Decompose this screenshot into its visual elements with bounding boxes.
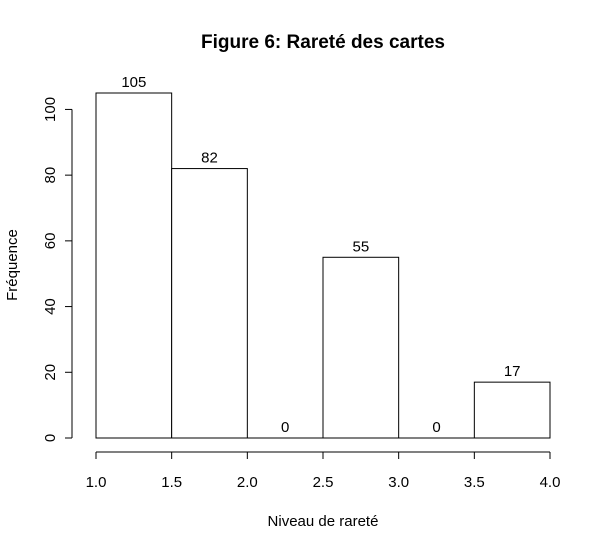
y-tick-label: 0	[42, 434, 59, 442]
y-tick-label: 60	[42, 233, 59, 250]
bar	[171, 168, 248, 439]
bar	[322, 256, 400, 439]
x-tick-label: 2.0	[237, 474, 258, 491]
x-tick-label: 3.5	[464, 474, 485, 491]
data-labels-group: 105 82 0 55 0 17	[121, 74, 520, 436]
data-label: 0	[432, 419, 440, 436]
y-tick-label: 40	[42, 298, 59, 315]
y-tick-label: 80	[42, 167, 59, 184]
x-tick-label: 3.0	[388, 474, 409, 491]
bar	[95, 92, 173, 439]
chart-title: Figure 6: Rareté des cartes	[201, 32, 445, 53]
x-axis: 1.0 1.5 2.0 2.5 3.0 3.5 4.0	[86, 451, 561, 491]
data-label: 55	[352, 238, 369, 255]
x-axis-label: Niveau de rareté	[268, 513, 379, 530]
y-tick-label: 20	[42, 364, 59, 381]
bar	[473, 381, 551, 439]
y-axis-label: Fréquence	[4, 229, 21, 301]
bars-group	[95, 92, 551, 439]
x-tick-label: 1.5	[161, 474, 182, 491]
x-tick-label: 4.0	[540, 474, 561, 491]
y-tick-label: 100	[42, 97, 59, 122]
x-tick-label: 1.0	[86, 474, 107, 491]
data-label: 105	[121, 74, 146, 91]
data-label: 82	[201, 150, 218, 167]
data-label: 0	[281, 419, 289, 436]
y-axis: 0 20 40 60 80 100	[42, 97, 73, 442]
data-label: 17	[504, 363, 521, 380]
x-tick-label: 2.5	[313, 474, 334, 491]
